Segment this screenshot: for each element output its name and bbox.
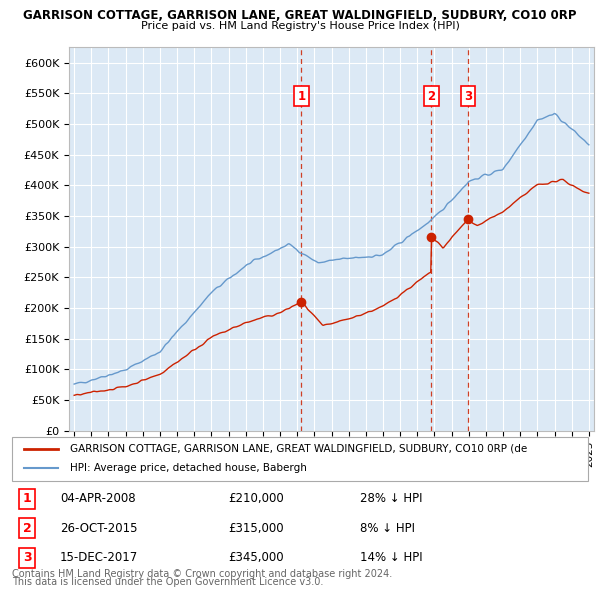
Text: £315,000: £315,000 <box>228 522 284 535</box>
Text: 3: 3 <box>23 551 31 564</box>
Text: 2: 2 <box>23 522 31 535</box>
FancyBboxPatch shape <box>12 437 588 481</box>
Text: £210,000: £210,000 <box>228 492 284 505</box>
Text: 26-OCT-2015: 26-OCT-2015 <box>60 522 137 535</box>
Text: 14% ↓ HPI: 14% ↓ HPI <box>360 551 422 564</box>
Text: GARRISON COTTAGE, GARRISON LANE, GREAT WALDINGFIELD, SUDBURY, CO10 0RP: GARRISON COTTAGE, GARRISON LANE, GREAT W… <box>23 9 577 22</box>
Text: 1: 1 <box>23 492 31 505</box>
Text: 04-APR-2008: 04-APR-2008 <box>60 492 136 505</box>
Text: GARRISON COTTAGE, GARRISON LANE, GREAT WALDINGFIELD, SUDBURY, CO10 0RP (de: GARRISON COTTAGE, GARRISON LANE, GREAT W… <box>70 444 527 454</box>
Text: HPI: Average price, detached house, Babergh: HPI: Average price, detached house, Babe… <box>70 464 307 473</box>
Text: Price paid vs. HM Land Registry's House Price Index (HPI): Price paid vs. HM Land Registry's House … <box>140 21 460 31</box>
Text: 28% ↓ HPI: 28% ↓ HPI <box>360 492 422 505</box>
Text: 1: 1 <box>298 90 305 103</box>
Text: 8% ↓ HPI: 8% ↓ HPI <box>360 522 415 535</box>
Text: £345,000: £345,000 <box>228 551 284 564</box>
Text: 15-DEC-2017: 15-DEC-2017 <box>60 551 138 564</box>
Text: 3: 3 <box>464 90 472 103</box>
Text: Contains HM Land Registry data © Crown copyright and database right 2024.: Contains HM Land Registry data © Crown c… <box>12 569 392 579</box>
Text: 2: 2 <box>427 90 436 103</box>
Text: This data is licensed under the Open Government Licence v3.0.: This data is licensed under the Open Gov… <box>12 577 323 587</box>
